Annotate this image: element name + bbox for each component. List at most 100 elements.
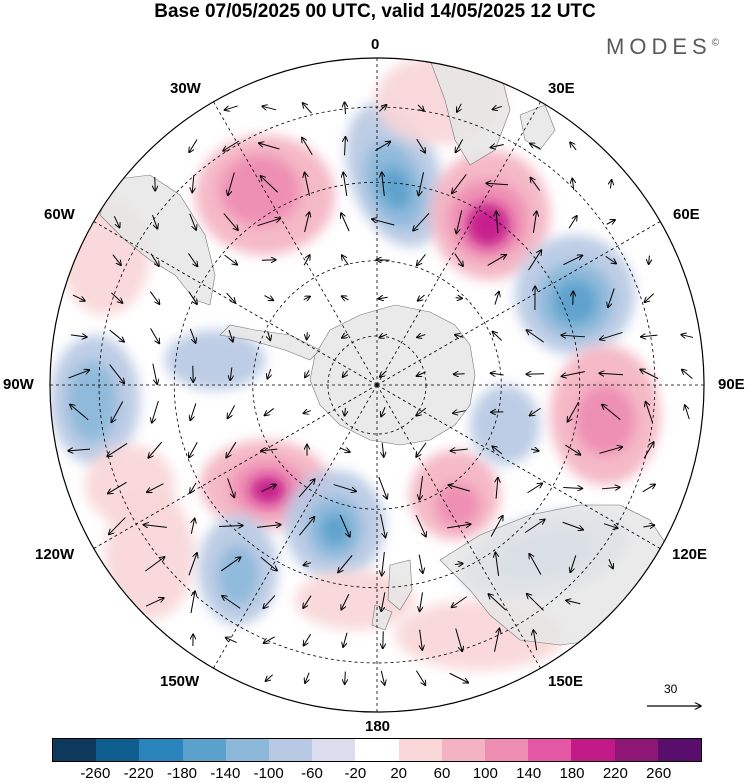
anomaly-cell bbox=[67, 362, 117, 442]
wind-arrow bbox=[152, 363, 157, 385]
colorbar-swatch bbox=[182, 739, 226, 761]
wind-arrow bbox=[528, 250, 542, 271]
land-mass bbox=[99, 174, 216, 306]
wind-arrow bbox=[152, 400, 159, 423]
latitude-circle bbox=[173, 181, 581, 589]
wind-arrow bbox=[599, 447, 622, 454]
wind-arrow bbox=[419, 476, 422, 500]
wind-arrow bbox=[645, 401, 653, 423]
wind-arrow bbox=[643, 525, 654, 527]
colorbar-swatch bbox=[485, 739, 529, 761]
wind-arrow bbox=[303, 595, 312, 609]
wind-arrow bbox=[70, 335, 87, 337]
wind-arrow bbox=[527, 483, 542, 494]
colorbar-tick-label: -180 bbox=[166, 765, 198, 782]
wind-arrow bbox=[529, 554, 542, 575]
wind-arrow bbox=[454, 563, 463, 564]
wind-arrow bbox=[565, 444, 580, 455]
anomaly-cell bbox=[250, 476, 286, 504]
wind-arrow bbox=[302, 103, 312, 114]
wind-arrow bbox=[487, 255, 507, 266]
colorbar-swatch bbox=[571, 739, 615, 761]
wind-arrow bbox=[148, 441, 163, 458]
wind-arrow bbox=[456, 210, 463, 233]
wind-arrow bbox=[453, 411, 466, 414]
wind-arrow bbox=[681, 335, 694, 338]
wind-arrow bbox=[260, 556, 277, 571]
wind-arrow bbox=[339, 448, 350, 452]
wind-arrow bbox=[190, 591, 195, 614]
wind-arrow bbox=[382, 442, 384, 457]
meridian-line bbox=[376, 384, 661, 549]
colorbar-swatch bbox=[96, 739, 140, 761]
anomaly-cell bbox=[466, 203, 510, 247]
wind-arrow bbox=[530, 449, 539, 451]
lon-label-60e: 60E bbox=[673, 206, 700, 223]
wind-arrow bbox=[305, 370, 309, 377]
wind-arrow bbox=[682, 369, 693, 380]
wind-arrow bbox=[342, 334, 349, 338]
wind-arrow bbox=[381, 670, 384, 685]
wind-arrow bbox=[111, 292, 122, 303]
wind-arrow bbox=[526, 330, 544, 343]
wind-arrow bbox=[685, 405, 690, 420]
wind-arrow bbox=[600, 331, 623, 339]
wind-arrow bbox=[109, 329, 125, 342]
meridian-line bbox=[213, 384, 378, 669]
wind-arrow bbox=[379, 334, 388, 338]
wind-arrow bbox=[150, 328, 160, 343]
wind-arrow bbox=[230, 367, 232, 380]
wind-arrow bbox=[261, 485, 277, 492]
wind-arrow bbox=[304, 212, 310, 233]
lon-label-150e: 150E bbox=[548, 673, 584, 690]
lon-label-120e: 120E bbox=[672, 546, 708, 563]
wind-arrow bbox=[494, 628, 499, 652]
land-mass bbox=[309, 304, 476, 446]
map-title: Base 07/05/2025 00 UTC, valid 14/05/2025… bbox=[154, 1, 596, 22]
meridian-line bbox=[213, 101, 378, 386]
wind-arrow bbox=[599, 373, 624, 375]
wind-arrow bbox=[644, 293, 655, 303]
wind-arrow bbox=[413, 212, 430, 231]
wind-arrow bbox=[108, 481, 127, 493]
wind-arrow bbox=[490, 516, 503, 537]
wind-arrow bbox=[147, 483, 164, 493]
wind-arrow bbox=[188, 291, 197, 305]
wind-arrow bbox=[218, 526, 243, 527]
map-boundary bbox=[49, 57, 705, 713]
wind-arrow bbox=[415, 514, 426, 537]
lon-label-180: 180 bbox=[365, 718, 391, 735]
wind-arrow bbox=[145, 557, 164, 572]
anomaly-cell bbox=[220, 155, 300, 225]
lon-label-120w: 120W bbox=[35, 546, 75, 563]
wind-arrow bbox=[496, 211, 498, 233]
wind-arrow bbox=[259, 143, 280, 150]
colorbar-swatch bbox=[441, 739, 486, 761]
wind-arrow bbox=[417, 104, 424, 111]
meridian-line bbox=[376, 101, 541, 386]
wind-arrow bbox=[375, 141, 390, 152]
wind-arrow bbox=[455, 628, 463, 651]
wind-arrow bbox=[378, 476, 387, 499]
lon-label-30w: 30W bbox=[170, 80, 201, 97]
colorbar-tick-label: 20 bbox=[390, 765, 407, 782]
land-mass bbox=[371, 604, 393, 631]
wind-arrow bbox=[649, 255, 650, 265]
wind-arrow bbox=[268, 331, 271, 340]
anomaly-cell bbox=[436, 483, 480, 527]
wind-arrow bbox=[561, 335, 586, 337]
wind-arrow bbox=[608, 288, 615, 307]
wind-arrow bbox=[372, 219, 395, 226]
wind-arrow bbox=[113, 216, 119, 228]
wind-arrow bbox=[342, 255, 349, 266]
wind-arrow bbox=[229, 329, 233, 342]
wind-arrow bbox=[451, 596, 468, 608]
anomaly-cell bbox=[470, 385, 540, 465]
wind-arrow bbox=[302, 137, 313, 155]
wind-arrow bbox=[226, 292, 236, 303]
land-masses bbox=[99, 58, 671, 646]
wind-vectors bbox=[68, 102, 694, 685]
colorbar-swatch bbox=[225, 739, 270, 761]
wind-arrow bbox=[341, 213, 350, 232]
wind-arrow bbox=[107, 443, 128, 456]
